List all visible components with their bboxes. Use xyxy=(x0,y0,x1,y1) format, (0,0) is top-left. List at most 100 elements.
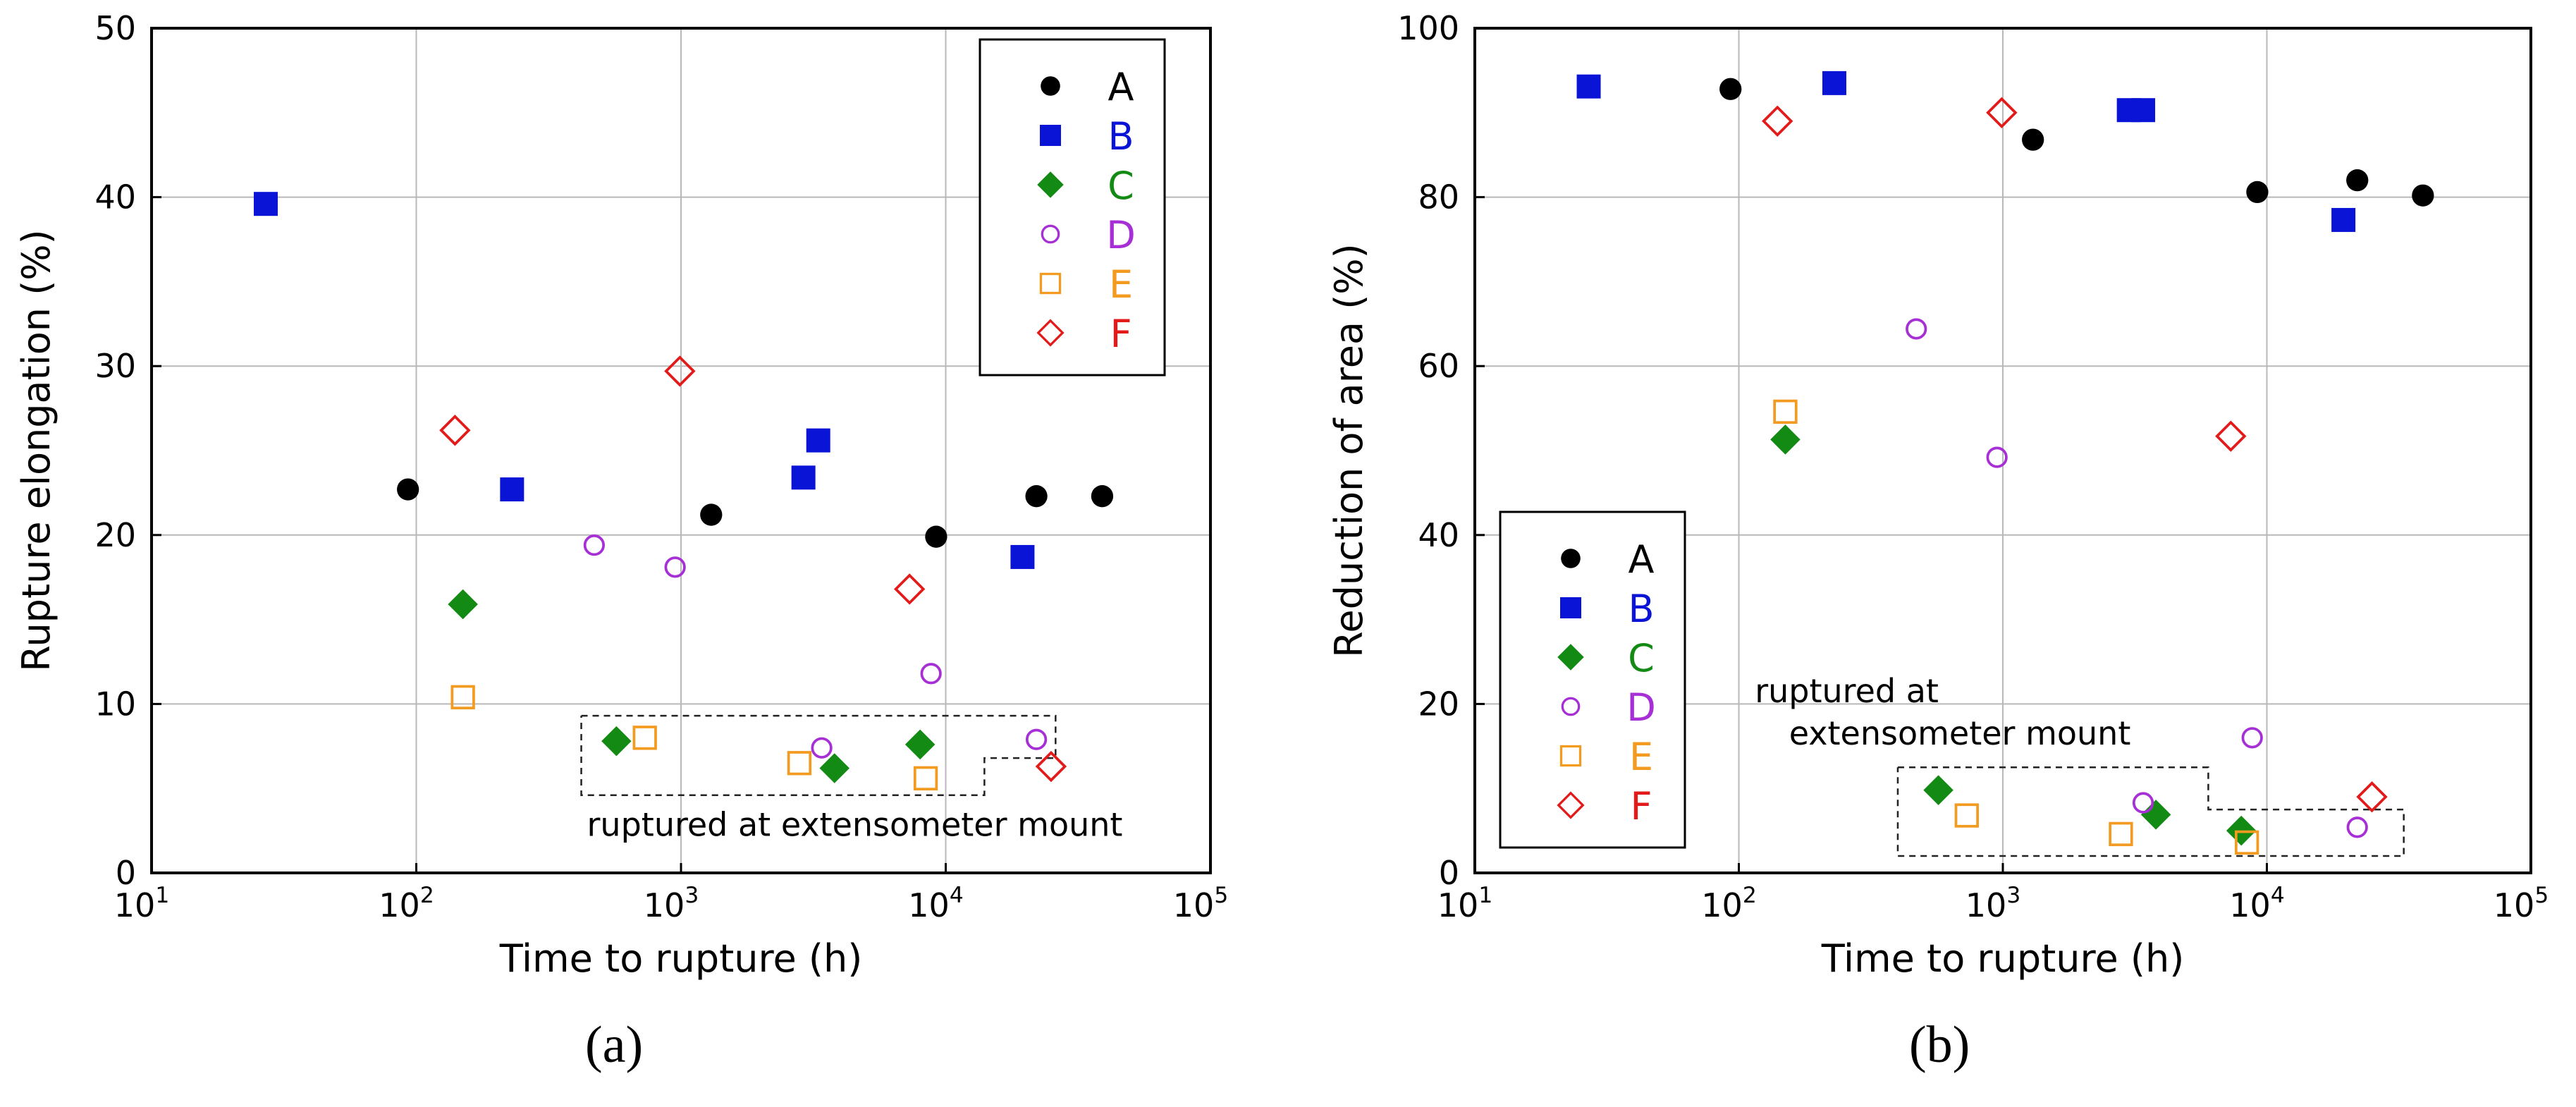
y-axis-label: Reduction of area (%) xyxy=(1327,243,1371,657)
legend-label-C: C xyxy=(1628,636,1655,680)
data-point-D xyxy=(1906,318,1927,340)
data-point-A xyxy=(1025,485,1048,508)
legend-label-D: D xyxy=(1626,685,1656,730)
legend-marker-A xyxy=(1041,76,1060,96)
legend-marker-C xyxy=(1557,644,1584,671)
x-tick-label: 101 xyxy=(1437,883,1492,924)
x-tick-label: 102 xyxy=(379,883,434,924)
data-point-E xyxy=(787,751,812,776)
data-point-A xyxy=(397,478,419,501)
series-B xyxy=(253,192,1035,569)
data-point-E xyxy=(2234,830,2259,855)
data-point-C xyxy=(904,729,936,760)
annotation-region: ruptured at extensometer mount xyxy=(580,714,1123,843)
data-point-A xyxy=(2346,169,2369,192)
data-point-E xyxy=(913,766,938,790)
data-point-E xyxy=(2109,821,2133,847)
data-point-F xyxy=(1986,97,2018,128)
data-point-D xyxy=(920,663,942,685)
legend-label-A: A xyxy=(1108,65,1134,109)
tick-labels: 101 102 103 104 105 0 10 20 30 40 50 xyxy=(94,9,1228,924)
legend-box xyxy=(979,38,1166,377)
y-axis-label: Rupture elongation (%) xyxy=(14,229,59,671)
y-tick-label: 100 xyxy=(1397,9,1459,47)
data-point-F xyxy=(439,415,471,446)
dashed-box xyxy=(580,714,1057,797)
y-tick-label: 20 xyxy=(94,516,136,554)
y-tick-label: 10 xyxy=(94,685,136,723)
legend-label-C: C xyxy=(1108,164,1134,208)
data-point-A xyxy=(925,525,947,548)
data-point-C xyxy=(819,753,850,783)
data-point-A xyxy=(2412,184,2434,207)
x-tick-label: 101 xyxy=(114,883,169,924)
legend-label-F: F xyxy=(1110,312,1131,356)
data-point-F xyxy=(664,355,696,387)
data-point-B xyxy=(2331,207,2356,232)
legend-marker-F xyxy=(1036,319,1065,347)
x-axis-label: Time to rupture (h) xyxy=(1821,936,2185,981)
data-point-A xyxy=(2246,181,2269,204)
data-point-F xyxy=(1035,750,1067,783)
data-point-A xyxy=(1091,485,1114,508)
series-B xyxy=(1576,71,2356,232)
tick-labels: 101 102 103 104 105 0 20 40 60 80 100 xyxy=(1397,9,2549,924)
annotation-text: ruptured at extensometer mount xyxy=(587,805,1123,843)
data-point-D xyxy=(1986,446,2008,468)
annotation-text-line1: ruptured at xyxy=(1755,672,1939,710)
x-tick-label: 105 xyxy=(2494,883,2549,924)
y-tick-label: 40 xyxy=(1418,516,1459,554)
series-C xyxy=(448,589,936,783)
legend-marker-E xyxy=(1559,745,1582,767)
data-point-C xyxy=(1770,424,1801,455)
data-point-B xyxy=(806,428,830,453)
data-point-F xyxy=(1762,105,1793,137)
data-point-D xyxy=(664,556,686,578)
data-point-D xyxy=(1025,728,1048,750)
data-point-B xyxy=(2131,98,2156,123)
annotation-region: ruptured at extensometer mount xyxy=(1755,672,2405,857)
data-point-A xyxy=(700,503,723,526)
data-point-F xyxy=(2215,420,2247,452)
data-point-D xyxy=(2241,727,2263,749)
legend-marker-D xyxy=(1041,224,1060,244)
data-point-E xyxy=(1773,399,1798,424)
y-tick-label: 0 xyxy=(116,854,136,892)
series-E xyxy=(1773,399,2259,855)
legend-label-E: E xyxy=(1109,262,1133,307)
legend-label-F: F xyxy=(1630,784,1652,828)
legend-label-B: B xyxy=(1628,587,1654,631)
data-point-F xyxy=(2356,781,2388,813)
data-point-B xyxy=(253,192,278,216)
x-tick-label: 104 xyxy=(2229,883,2284,924)
legend-label-B: B xyxy=(1108,114,1134,159)
x-tick-label: 102 xyxy=(1701,883,1756,924)
series-A xyxy=(397,478,1114,548)
y-tick-label: 20 xyxy=(1418,685,1459,723)
series-D xyxy=(1906,318,2368,838)
data-point-D xyxy=(2132,792,2154,814)
x-tick-label: 103 xyxy=(1965,883,2020,924)
annotation-text-line2: extensometer mount xyxy=(1789,714,2131,752)
data-point-B xyxy=(791,465,816,490)
legend-marker-A xyxy=(1561,549,1581,568)
data-point-E xyxy=(632,726,657,750)
dashed-box xyxy=(1896,766,2405,857)
y-tick-label: 40 xyxy=(94,178,136,216)
legend-label-E: E xyxy=(1629,735,1653,779)
y-tick-label: 30 xyxy=(94,347,136,385)
data-point-A xyxy=(1719,78,1742,100)
data-point-B xyxy=(1822,71,1846,95)
x-tick-label: 104 xyxy=(908,883,963,924)
legend-marker-E xyxy=(1039,272,1062,295)
data-point-B xyxy=(1010,544,1035,569)
legend-marker-D xyxy=(1561,697,1581,716)
data-point-E xyxy=(450,685,475,709)
data-point-D xyxy=(2346,817,2368,838)
series-E xyxy=(450,685,938,790)
legend-marker-B xyxy=(1560,597,1581,618)
chart-panel-b: ruptured at extensometer mount 101 102 103 10… xyxy=(1327,9,2549,981)
